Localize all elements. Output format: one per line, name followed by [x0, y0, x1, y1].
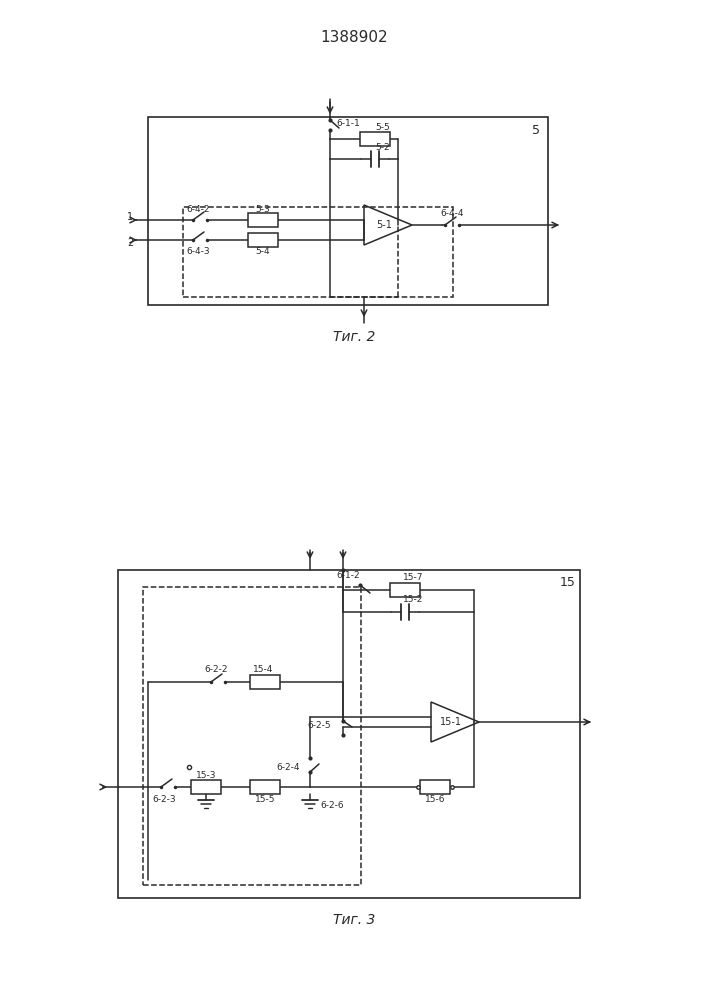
- Text: 15-4: 15-4: [253, 666, 273, 674]
- Text: 6-1-1: 6-1-1: [336, 118, 360, 127]
- Text: 1388902: 1388902: [320, 30, 388, 45]
- Text: 6-2-6: 6-2-6: [320, 800, 344, 810]
- Text: 15-5: 15-5: [255, 794, 275, 804]
- Text: 15-6: 15-6: [425, 794, 445, 804]
- Bar: [183, 207, 453, 297]
- Bar: [191, 780, 221, 794]
- Text: Τиг. 3: Τиг. 3: [333, 913, 375, 927]
- Bar: [143, 587, 361, 885]
- Text: 6-2-4: 6-2-4: [276, 762, 300, 772]
- Text: 5-3: 5-3: [256, 205, 270, 214]
- Text: 15-3: 15-3: [196, 770, 216, 780]
- Text: 6-4-3: 6-4-3: [186, 246, 210, 255]
- Bar: [250, 780, 280, 794]
- Text: 5-4: 5-4: [256, 246, 270, 255]
- Text: 6-2-3: 6-2-3: [152, 794, 176, 804]
- Text: 6-2-5: 6-2-5: [307, 720, 331, 730]
- Text: 5: 5: [532, 123, 540, 136]
- Text: 6-2-2: 6-2-2: [204, 666, 228, 674]
- Text: 5-5: 5-5: [375, 123, 390, 132]
- Text: 15-2: 15-2: [403, 595, 423, 604]
- Text: 5-1: 5-1: [376, 220, 392, 230]
- Text: Τиг. 2: Τиг. 2: [333, 330, 375, 344]
- Text: 15: 15: [560, 576, 576, 589]
- Bar: [420, 780, 450, 794]
- Bar: [248, 233, 278, 247]
- Text: 2: 2: [127, 238, 133, 248]
- Text: 6-4-4: 6-4-4: [440, 210, 464, 219]
- Bar: [250, 675, 280, 689]
- Text: 6-4-2: 6-4-2: [186, 205, 210, 214]
- Bar: [360, 132, 390, 146]
- Bar: [248, 213, 278, 227]
- Text: 15-1: 15-1: [440, 717, 462, 727]
- Bar: [390, 583, 420, 597]
- Bar: [118, 570, 580, 898]
- Text: 1: 1: [127, 212, 133, 222]
- Text: 15-7: 15-7: [403, 574, 423, 582]
- Bar: [148, 117, 548, 305]
- Text: 5-2: 5-2: [375, 143, 390, 152]
- Text: 6-1-2: 6-1-2: [337, 570, 360, 580]
